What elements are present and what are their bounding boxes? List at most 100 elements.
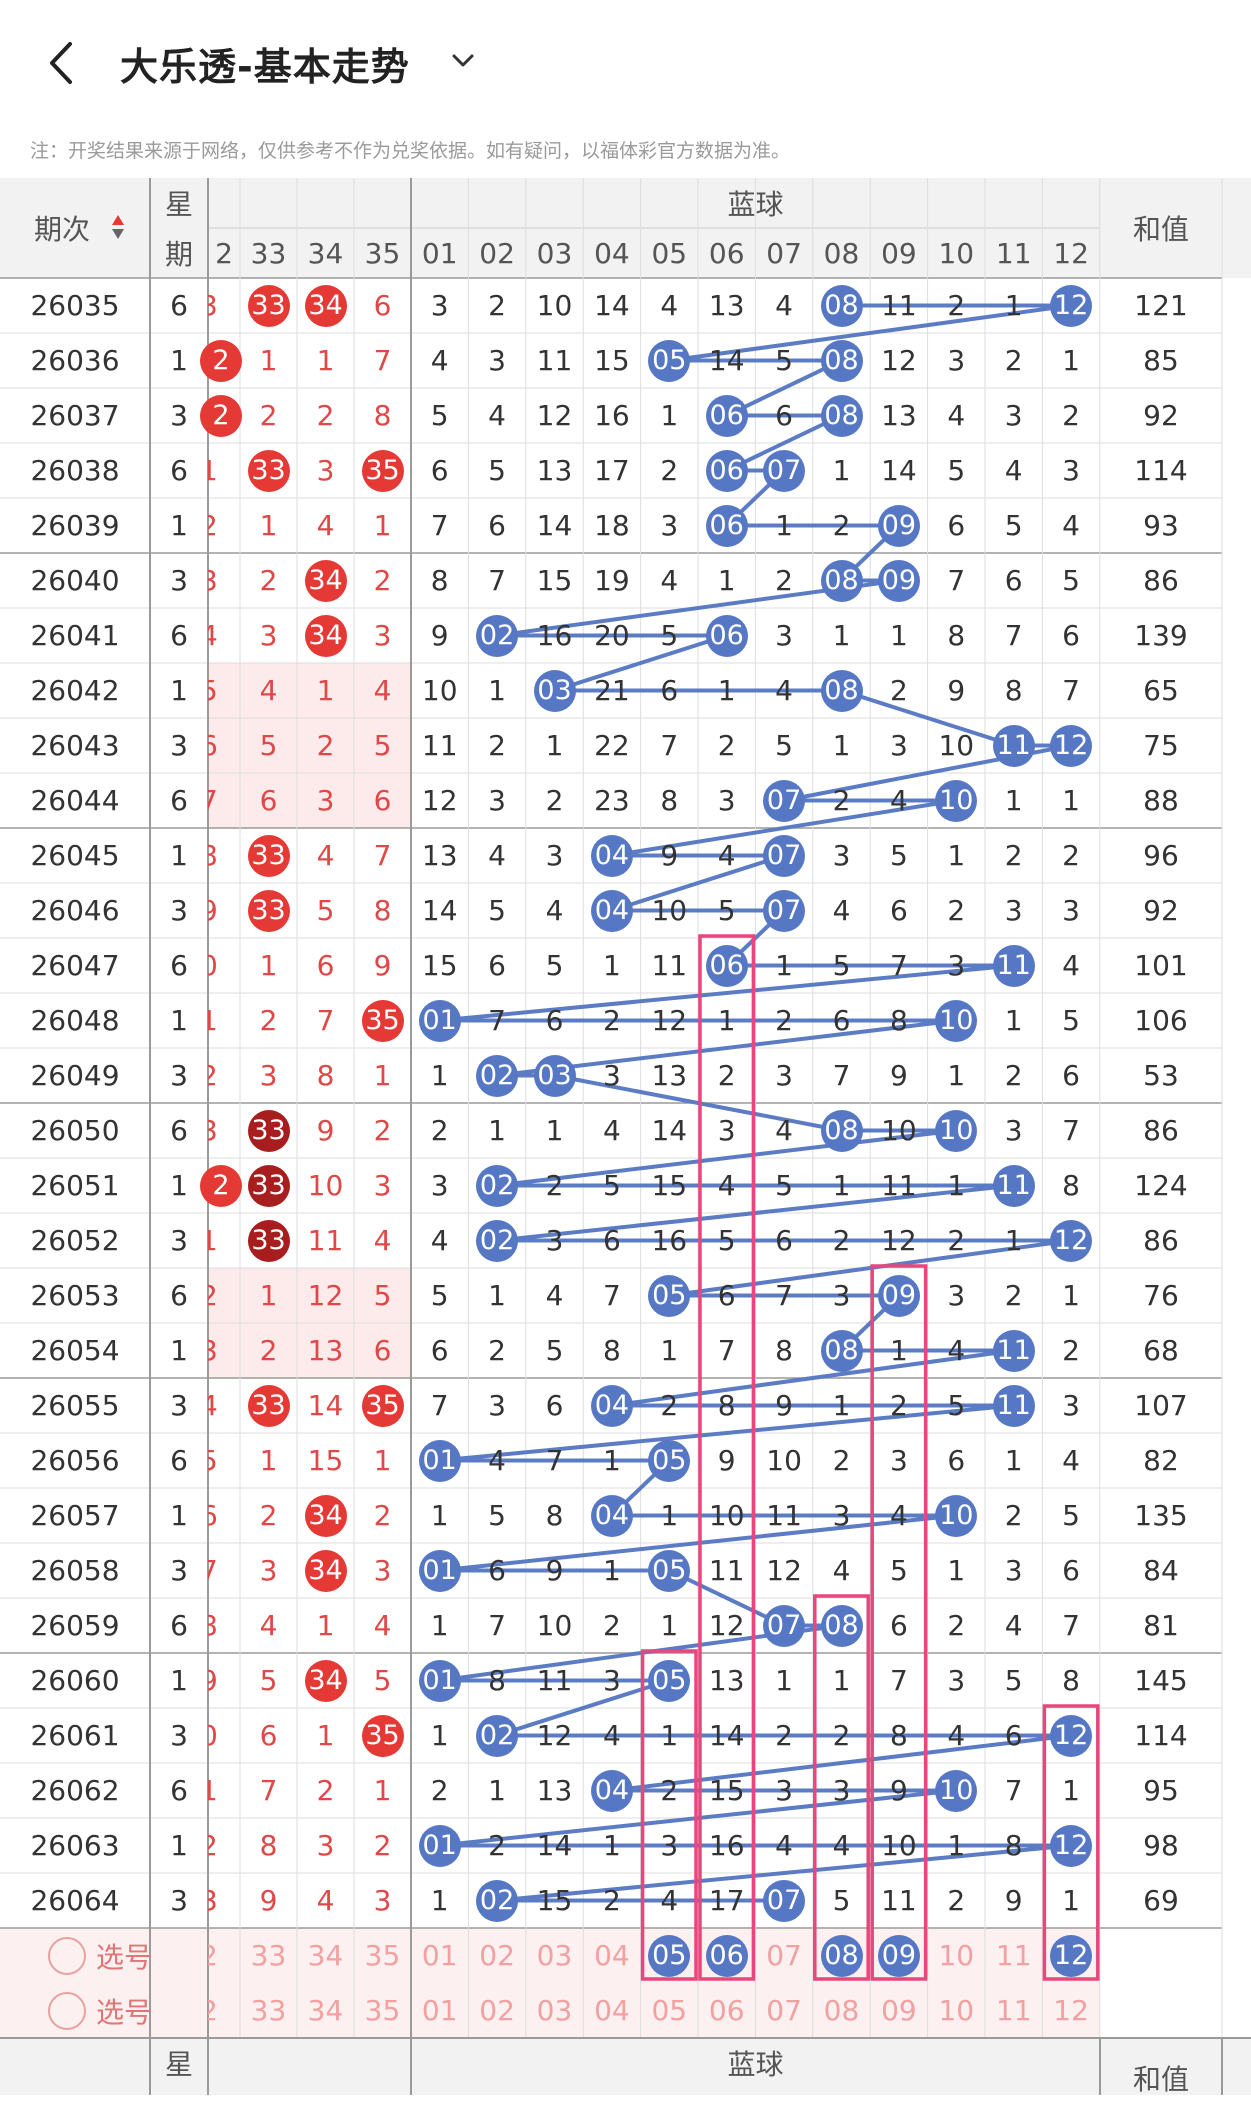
pick-red-number[interactable]: 34 [307, 1939, 344, 1972]
blue-miss-cell: 7 [602, 1279, 621, 1312]
red-miss-cell: 8 [373, 399, 392, 432]
pick-blue-number[interactable]: 10 [938, 1939, 975, 1972]
blue-ball: 08 [820, 1109, 863, 1152]
red-ball: 2 [200, 394, 242, 437]
column-header-weekday-top: 星 [164, 188, 193, 221]
pick-red-number[interactable]: 33 [250, 1939, 287, 1972]
pick-radio[interactable] [48, 1936, 86, 1975]
blue-miss-cell: 2 [1004, 1059, 1023, 1092]
red-miss-cell: 1 [259, 1444, 278, 1477]
blue-miss-cell: 2 [1004, 839, 1023, 872]
pick-blue-number[interactable]: 04 [594, 1939, 630, 1972]
pick-blue-ball-selected[interactable]: 05 [648, 1934, 691, 1977]
blue-miss-cell: 9 [947, 674, 966, 707]
pick-blue-number[interactable]: 03 [536, 1994, 573, 2027]
back-button[interactable] [42, 38, 82, 88]
blue-miss-cell: 19 [594, 564, 630, 597]
blue-miss-cell: 3 [832, 1499, 851, 1532]
blue-miss-cell: 4 [660, 564, 679, 597]
pick-blue-number[interactable]: 11 [995, 1994, 1032, 2027]
pick-label[interactable]: 选号 [96, 1940, 153, 1974]
weekday-cell: 6 [170, 454, 188, 487]
blue-miss-cell: 13 [881, 399, 917, 432]
disclaimer-notice: 注：开奖结果来源于网络，仅供参考不作为兑奖依据。如有疑问，以福体彩官方数据为准。 [30, 140, 791, 162]
pick-blue-number[interactable]: 04 [594, 1994, 630, 2027]
pick-blue-ball-selected[interactable]: 06 [705, 1934, 748, 1977]
pick-blue-number[interactable]: 02 [479, 1939, 515, 1972]
sort-arrows-icon[interactable] [110, 213, 126, 243]
column-header-blue: 10 [938, 236, 975, 270]
red-miss-cell: 3 [373, 1884, 392, 1917]
red-miss-cell: 1 [316, 674, 335, 707]
blue-miss-cell: 17 [594, 454, 630, 487]
blue-miss-cell: 2 [947, 894, 966, 927]
pick-blue-number[interactable]: 01 [421, 1939, 458, 1972]
red-miss-cell: 4 [316, 1884, 335, 1917]
weekday-cell: 3 [170, 1719, 188, 1752]
blue-miss-cell: 1 [430, 1059, 449, 1092]
title-dropdown-button[interactable] [448, 46, 478, 76]
footer-blue-group: 蓝球 [727, 2048, 784, 2081]
footer-weekday-top: 星 [164, 2048, 193, 2081]
pick-blue-number[interactable]: 07 [766, 1994, 802, 2027]
pick-red-number[interactable]: 35 [364, 1939, 401, 1972]
blue-ball: 08 [820, 1329, 863, 1372]
pick-red-number[interactable]: 2 [208, 1939, 218, 1972]
blue-miss-cell: 5 [430, 1279, 449, 1312]
blue-miss-cell: 4 [1062, 509, 1080, 542]
pick-blue-number[interactable]: 12 [1053, 1994, 1089, 2027]
blue-miss-cell: 4 [488, 1444, 506, 1477]
pick-blue-number[interactable]: 07 [766, 1939, 802, 1972]
blue-ball: 12 [1050, 1219, 1093, 1262]
pick-red-number[interactable]: 2 [208, 1994, 218, 2027]
weekday-cell: 3 [170, 1389, 188, 1422]
column-header-period[interactable]: 期次 [33, 213, 90, 246]
sum-cell: 84 [1143, 1554, 1179, 1587]
pick-label[interactable]: 选号 [96, 1995, 153, 2029]
period-cell: 26056 [30, 1444, 120, 1477]
red-miss-cell: 6 [373, 784, 392, 817]
sum-cell: 107 [1134, 1389, 1188, 1422]
blue-miss-cell: 12 [766, 1554, 802, 1587]
blue-miss-cell: 6 [660, 674, 679, 707]
blue-miss-cell: 10 [708, 1499, 745, 1532]
pick-blue-number[interactable]: 06 [708, 1994, 745, 2027]
pick-blue-number[interactable]: 08 [823, 1994, 860, 2027]
pick-blue-ball-selected[interactable]: 12 [1050, 1934, 1093, 1977]
blue-ball: 02 [476, 1714, 519, 1757]
blue-miss-cell: 15 [708, 1774, 745, 1807]
pick-blue-number[interactable]: 10 [938, 1994, 975, 2027]
pick-blue-number[interactable]: 01 [421, 1994, 458, 2027]
pick-blue-ball-selected[interactable]: 08 [820, 1934, 863, 1977]
trend-line [611, 853, 785, 913]
pick-red-number[interactable]: 35 [364, 1994, 401, 2027]
red-ball: 33 [247, 889, 290, 932]
pick-blue-number[interactable]: 09 [881, 1994, 917, 2027]
pick-blue-number[interactable]: 11 [995, 1939, 1032, 1972]
sum-cell: 76 [1143, 1279, 1179, 1312]
blue-ball: 01 [418, 1549, 461, 1592]
period-cell: 26039 [30, 509, 120, 542]
period-cell: 26060 [30, 1664, 120, 1697]
blue-ball: 12 [1050, 1824, 1093, 1867]
pick-blue-ball-selected[interactable]: 09 [877, 1934, 920, 1977]
pick-red-number[interactable]: 34 [307, 1994, 344, 2027]
blue-miss-cell: 2 [602, 1884, 621, 1917]
blue-miss-cell: 1 [602, 1554, 621, 1587]
pick-red-number[interactable]: 33 [250, 1994, 287, 2027]
pick-blue-number[interactable]: 03 [536, 1939, 573, 1972]
blue-miss-cell: 1 [430, 1499, 449, 1532]
trend-line [840, 688, 1015, 748]
blue-ball: 05 [648, 1439, 691, 1482]
trend-line [611, 798, 957, 858]
red-miss-cell: 3 [373, 1169, 392, 1202]
red-miss-cell: 1 [208, 1224, 218, 1257]
pick-blue-number[interactable]: 02 [479, 1994, 515, 2027]
blue-miss-cell: 3 [775, 1774, 793, 1807]
blue-miss-cell: 1 [947, 1169, 966, 1202]
blue-miss-cell: 7 [832, 1059, 851, 1092]
red-miss-cell: 1 [373, 509, 392, 542]
pick-blue-number[interactable]: 05 [651, 1994, 688, 2027]
pick-radio[interactable] [48, 1991, 86, 2030]
period-cell: 26059 [30, 1609, 120, 1642]
